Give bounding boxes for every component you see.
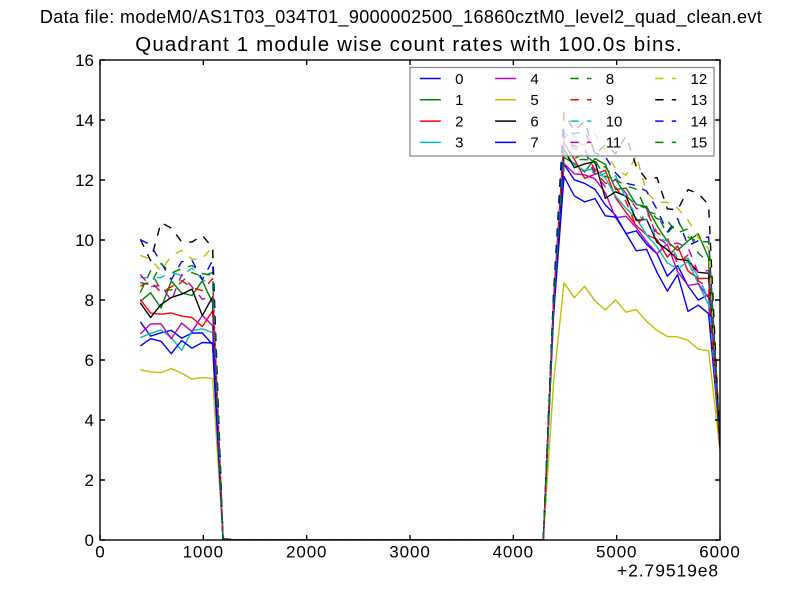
svg-text:15: 15	[691, 135, 708, 152]
svg-text:6: 6	[530, 113, 538, 130]
svg-text:16: 16	[75, 51, 94, 70]
svg-text:11: 11	[606, 135, 622, 152]
svg-text:0: 0	[85, 531, 94, 550]
svg-text:12: 12	[75, 171, 94, 190]
svg-text:4: 4	[530, 71, 538, 88]
svg-text:14: 14	[691, 113, 708, 130]
svg-text:2: 2	[455, 113, 463, 130]
svg-text:13: 13	[691, 92, 708, 109]
svg-text:4: 4	[85, 411, 94, 430]
svg-text:1000: 1000	[183, 543, 224, 562]
svg-text:8: 8	[85, 291, 94, 310]
svg-text:12: 12	[691, 71, 708, 88]
svg-text:14: 14	[75, 111, 94, 130]
svg-text:7: 7	[530, 135, 538, 152]
svg-text:2000: 2000	[286, 543, 327, 562]
svg-text:10: 10	[606, 113, 623, 130]
svg-text:9: 9	[606, 92, 614, 109]
svg-text:Data file: modeM0/AS1T03_034T0: Data file: modeM0/AS1T03_034T01_90000025…	[40, 7, 762, 28]
svg-text:4000: 4000	[493, 543, 534, 562]
svg-text:5: 5	[530, 92, 538, 109]
svg-text:6: 6	[85, 351, 94, 370]
svg-text:0: 0	[95, 543, 104, 562]
svg-text:10: 10	[75, 231, 94, 250]
svg-text:6000: 6000	[699, 543, 740, 562]
svg-text:Quadrant 1 module wise count r: Quadrant 1 module wise count rates with …	[135, 33, 683, 56]
svg-text:3: 3	[455, 135, 463, 152]
svg-text:+2.79519e8: +2.79519e8	[617, 561, 719, 581]
svg-text:0: 0	[455, 71, 463, 88]
svg-text:5000: 5000	[596, 543, 637, 562]
svg-text:8: 8	[606, 71, 614, 88]
svg-text:1: 1	[455, 92, 463, 109]
svg-text:2: 2	[85, 471, 94, 490]
svg-text:3000: 3000	[389, 543, 430, 562]
